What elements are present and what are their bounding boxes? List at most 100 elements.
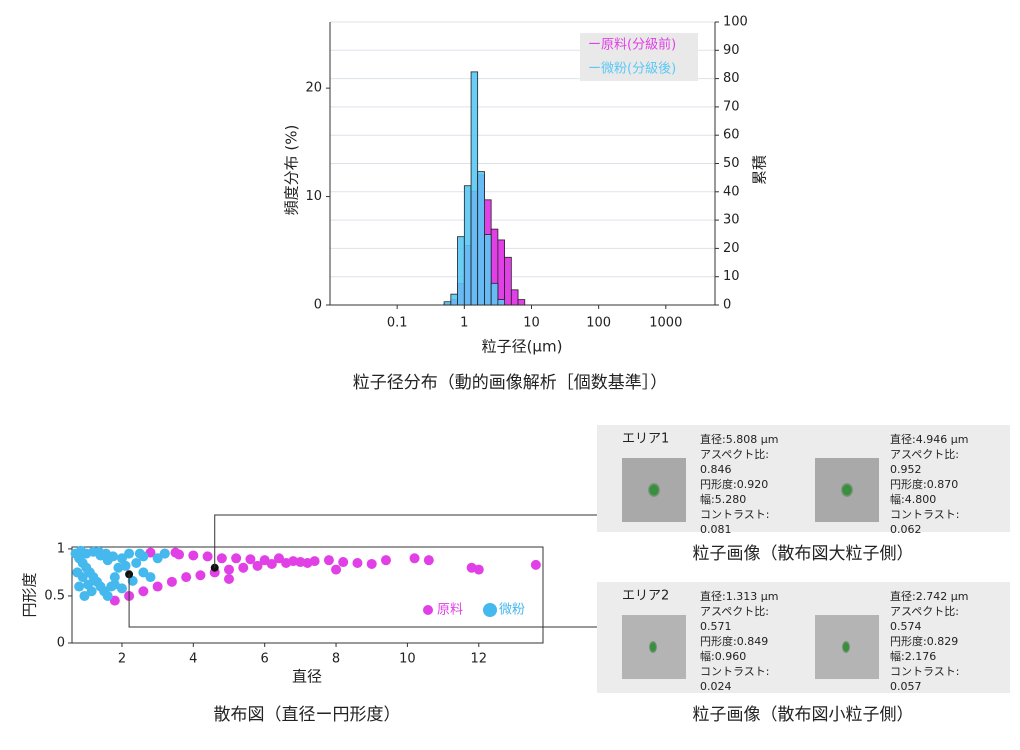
scatter-point — [259, 555, 270, 566]
particle-info: 0.574 — [890, 620, 922, 633]
y2-tick-label: 10 — [723, 269, 740, 284]
x-tick-label: 2 — [118, 652, 126, 667]
particle-info: 0.081 — [700, 523, 732, 536]
particle-info: 円形度:0.920 — [700, 477, 768, 491]
scatter-point — [83, 579, 94, 590]
y-tick-label: 0 — [314, 298, 322, 313]
scatter-point — [75, 545, 86, 556]
y-tick-label: 10 — [305, 189, 322, 204]
histogram-bar — [470, 71, 479, 306]
scatter-point — [166, 576, 177, 587]
histogram-bar — [497, 239, 506, 306]
x-tick-label: 1 — [460, 316, 468, 331]
x-tick-label: 10 — [399, 652, 416, 667]
scatter-point — [102, 590, 113, 601]
legend-label: 微粉 — [499, 603, 525, 618]
particle-info: 0.024 — [700, 680, 732, 693]
particle-info: コントラスト: — [890, 508, 960, 521]
histogram-bar — [477, 171, 485, 306]
particle-info: 0.062 — [890, 523, 922, 536]
scatter-point — [323, 555, 334, 566]
particle-info: 0.952 — [890, 463, 922, 476]
particle — [649, 641, 657, 653]
particle-info: 0.846 — [700, 463, 732, 476]
legend-label: ー原料(分級前) — [588, 37, 676, 53]
scatter-point — [138, 586, 149, 597]
scatter-point — [152, 553, 163, 564]
scatter-point — [116, 553, 127, 564]
y-tick-label: 20 — [305, 81, 322, 96]
scatter-point — [131, 558, 142, 568]
histogram-bar — [510, 289, 519, 306]
scatter-point — [381, 555, 391, 566]
x-tick-label: 8 — [332, 652, 340, 667]
scatter-point — [288, 556, 299, 567]
particle-info: アスペクト比: — [700, 605, 769, 618]
scatter-point — [224, 574, 234, 584]
x-tick-label: 1000 — [649, 316, 682, 331]
scatter-point — [252, 560, 263, 571]
histogram-bar — [457, 236, 465, 306]
x-tick-label: 100 — [586, 316, 611, 331]
particle-info: 直径:2.742 µm — [890, 589, 968, 603]
scatter-point — [109, 572, 120, 583]
y2-axis-label: 累積 — [751, 155, 769, 185]
connector — [128, 574, 597, 628]
scatter-point — [152, 581, 163, 592]
particle-info: 幅:5.280 — [700, 493, 746, 506]
x-axis-label: 直径 — [292, 668, 322, 686]
legend-marker — [423, 605, 433, 615]
y-tick-label: 0.5 — [44, 588, 65, 603]
panel-label: エリア1 — [622, 432, 669, 447]
particle-info: 0.571 — [700, 620, 732, 633]
scatter-point — [273, 553, 284, 564]
scatter-point — [423, 555, 434, 566]
x-tick-label: 12 — [470, 652, 487, 667]
particle-info: 直径:1.313 µm — [700, 589, 778, 603]
scatter-point — [224, 564, 234, 575]
particle-info: アスペクト比: — [700, 448, 769, 461]
y-tick-label: 1 — [57, 541, 65, 556]
scatter-point — [79, 590, 90, 601]
scatter-point — [138, 567, 149, 578]
x-tick-label: 4 — [189, 652, 197, 667]
y2-tick-label: 70 — [723, 99, 740, 114]
particle-info: 幅:4.800 — [890, 493, 936, 506]
x-tick-label: 6 — [261, 652, 269, 667]
particle-info: 0.057 — [890, 680, 922, 693]
scatter-point — [170, 547, 181, 558]
scatter-point — [145, 572, 156, 583]
scatter-point — [331, 564, 342, 575]
scatter-point — [188, 550, 199, 561]
scatter-point — [159, 548, 170, 559]
panel-label: エリア2 — [622, 589, 669, 604]
scatter-point — [216, 553, 227, 564]
y2-tick-label: 80 — [723, 71, 740, 86]
scatter-point — [134, 548, 145, 559]
legend-label: 原料 — [437, 603, 463, 618]
histogram-bar — [490, 282, 499, 306]
scatter-point — [238, 562, 249, 573]
y2-tick-label: 30 — [723, 213, 740, 228]
x-tick-label: 0.1 — [387, 316, 408, 331]
scatter-point — [181, 572, 192, 583]
x-tick-label: 10 — [523, 316, 540, 331]
y2-tick-label: 90 — [723, 43, 740, 58]
y-axis-label: 円形度 — [21, 572, 39, 617]
histogram-bar — [517, 299, 526, 306]
y2-tick-label: 0 — [723, 298, 731, 313]
particle-info: コントラスト: — [700, 665, 770, 678]
x-axis-label: 粒子径(µm) — [482, 338, 563, 356]
chart-title: 散布図（直径ー円形度） — [214, 705, 401, 725]
particle-info: 直径:5.808 µm — [700, 432, 778, 446]
chart-title: 粒子径分布（動的画像解析［個数基準］） — [353, 373, 668, 393]
y2-tick-label: 100 — [723, 15, 748, 30]
scatter-point — [74, 581, 85, 592]
histogram-bar — [463, 185, 472, 306]
scatter-point — [124, 548, 135, 559]
scatter-point — [231, 553, 242, 564]
y-tick-label: 0 — [57, 636, 65, 651]
histogram-bar — [450, 293, 458, 306]
particle-info: アスペクト比: — [890, 605, 959, 618]
